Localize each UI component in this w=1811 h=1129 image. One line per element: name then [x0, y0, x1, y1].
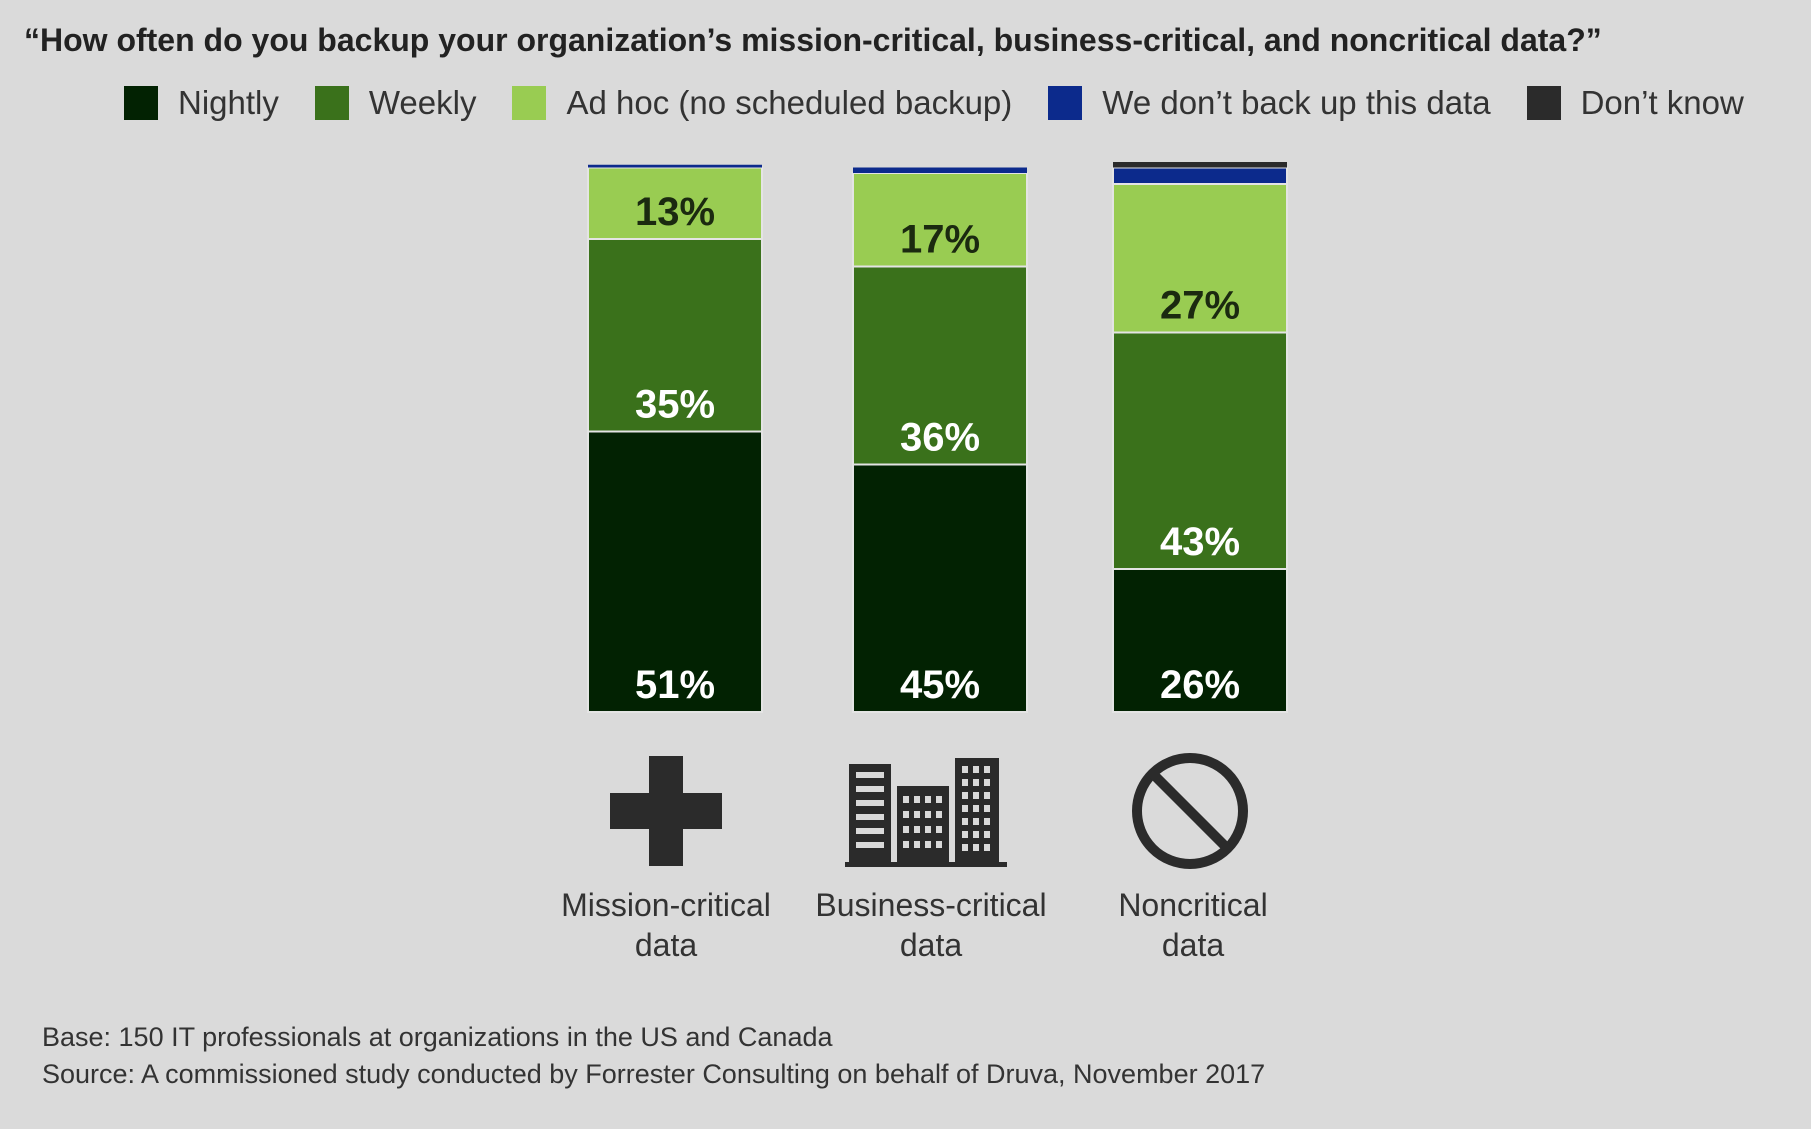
- prohibited-icon: [1132, 753, 1248, 869]
- legend-swatch: [124, 86, 158, 120]
- legend-label: Weekly: [368, 84, 477, 121]
- building-icon: [845, 758, 1007, 867]
- bar-value-label: 36%: [900, 416, 980, 460]
- plus-icon: [610, 756, 722, 866]
- stacked-bar-chart: 51% 35% 13% 45% 36% 17% 26% 43% 27% Mission-criti…: [561, 162, 1288, 963]
- category-label: Mission-critical: [561, 887, 771, 923]
- bar-segment: [852, 172, 1028, 268]
- legend-item: We don’t back up this data: [1048, 84, 1491, 122]
- footer-source-note: Source: A commissioned study conducted b…: [42, 1059, 1266, 1089]
- legend-label: Nightly: [178, 84, 279, 121]
- bar-segment: [587, 166, 763, 240]
- legend-label: Ad hoc (no scheduled backup): [566, 84, 1013, 121]
- bar-segment: [587, 238, 763, 433]
- bar-value-label: 26%: [1160, 663, 1240, 707]
- category-label: data: [1162, 927, 1224, 963]
- legend-item: Don’t know: [1526, 84, 1744, 122]
- bar-value-label: 17%: [900, 218, 980, 262]
- legend-item: Nightly: [124, 84, 279, 122]
- bar-segment: [1112, 568, 1288, 713]
- legend-swatch: [314, 86, 349, 120]
- category-label: data: [635, 927, 697, 963]
- bar-value-label: 43%: [1160, 520, 1240, 564]
- bar-segment: [1112, 166, 1288, 185]
- bar-segment: [587, 430, 763, 713]
- category-label: Business-critical: [815, 887, 1046, 923]
- bar-value-label: 27%: [1160, 284, 1240, 328]
- legend-swatch: [1526, 86, 1561, 120]
- legend-label: Don’t know: [1580, 84, 1744, 121]
- bar-segment: [852, 463, 1028, 713]
- chart-title: “How often do you backup your organizati…: [24, 22, 1602, 58]
- bar-segment: [853, 167, 1027, 173]
- category-label: Noncritical: [1118, 887, 1267, 923]
- bar-value-label: 45%: [900, 663, 980, 707]
- bar-value-label: 35%: [635, 383, 715, 427]
- category-label: data: [900, 927, 962, 963]
- bar-segment: [1112, 331, 1288, 570]
- legend-swatch: [1048, 86, 1083, 120]
- legend-item: Ad hoc (no scheduled backup): [512, 84, 1012, 122]
- bar-segment: [852, 265, 1028, 466]
- legend-item: Weekly: [314, 84, 477, 122]
- bar-value-label: 13%: [635, 190, 715, 234]
- bar-segment: [1113, 162, 1287, 168]
- bar-value-label: 51%: [635, 663, 715, 707]
- chart-legend: Nightly Weekly Ad hoc (no scheduled backup…: [124, 84, 1780, 122]
- footer-base-note: Base: 150 IT professionals at organizati…: [42, 1022, 833, 1052]
- legend-label: We don’t back up this data: [1102, 84, 1491, 121]
- bar-segment: [1112, 183, 1288, 334]
- legend-swatch: [512, 86, 547, 120]
- bar-segment: [588, 164, 762, 168]
